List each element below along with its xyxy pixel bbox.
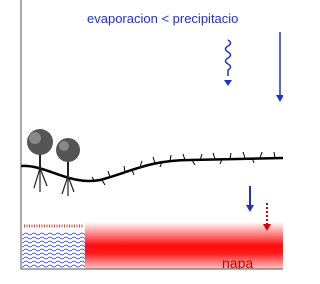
grass bbox=[92, 152, 275, 185]
arrow-head bbox=[276, 95, 283, 102]
arrow-head bbox=[246, 205, 254, 212]
ground-line bbox=[21, 158, 283, 181]
diagram: evaporacion < precipitacio napa bbox=[0, 0, 283, 284]
tree bbox=[56, 138, 80, 196]
water-table-band bbox=[85, 222, 283, 274]
soil-pattern bbox=[22, 232, 85, 272]
arrow-head bbox=[224, 80, 232, 86]
page: evaporacion < precipitacio napa (() => {… bbox=[0, 0, 320, 284]
evaporation-arrow bbox=[226, 40, 231, 76]
frame-content: evaporacion < precipitacio napa bbox=[21, 11, 283, 274]
tree bbox=[27, 129, 53, 192]
top-label: evaporacion < precipitacio bbox=[87, 11, 238, 26]
